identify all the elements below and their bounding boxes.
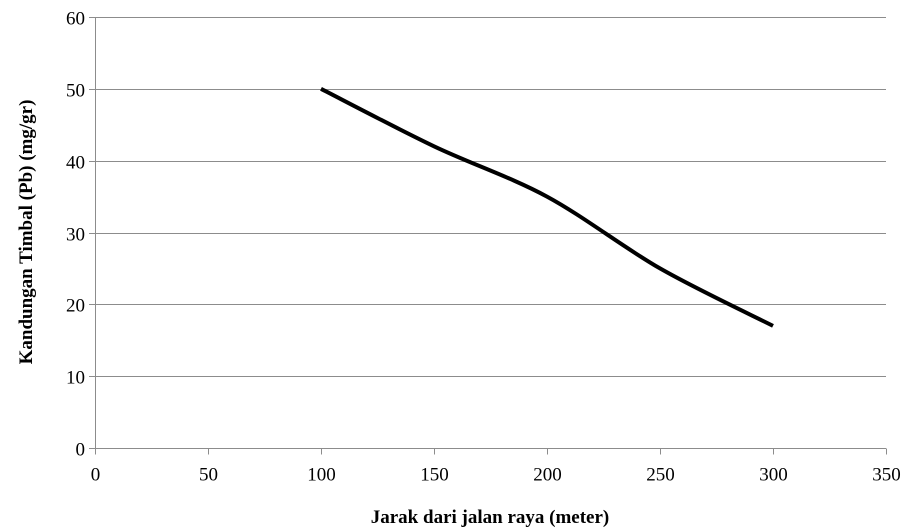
x-axis-title: Jarak dari jalan raya (meter) xyxy=(371,507,610,528)
x-tick-label: 150 xyxy=(420,465,449,486)
y-tick-label: 40 xyxy=(66,153,85,174)
y-tick-label: 30 xyxy=(66,225,85,246)
y-tick-label: 50 xyxy=(66,81,85,102)
x-tick-label: 0 xyxy=(91,465,101,486)
axes xyxy=(95,17,886,449)
x-tick-label: 350 xyxy=(872,465,901,486)
y-tick-label: 60 xyxy=(66,9,85,30)
y-tick-label: 20 xyxy=(66,296,85,317)
gridlines xyxy=(95,17,886,377)
y-axis-ticks: 0 10 20 30 40 50 60 xyxy=(66,9,95,461)
series-line-0 xyxy=(320,87,774,328)
x-axis-ticks: 0 50 100 150 200 250 300 350 xyxy=(91,448,901,486)
x-tick-label: 250 xyxy=(646,465,675,486)
x-tick-label: 300 xyxy=(759,465,788,486)
y-tick-label: 10 xyxy=(66,368,85,389)
data-series xyxy=(320,87,774,328)
x-tick-label: 100 xyxy=(307,465,336,486)
x-tick-label: 50 xyxy=(199,465,218,486)
y-tick-label: 0 xyxy=(76,440,86,461)
x-tick-label: 200 xyxy=(533,465,562,486)
y-axis-title: Kandungan Timbal (Pb) (mg/gr) xyxy=(16,100,37,365)
